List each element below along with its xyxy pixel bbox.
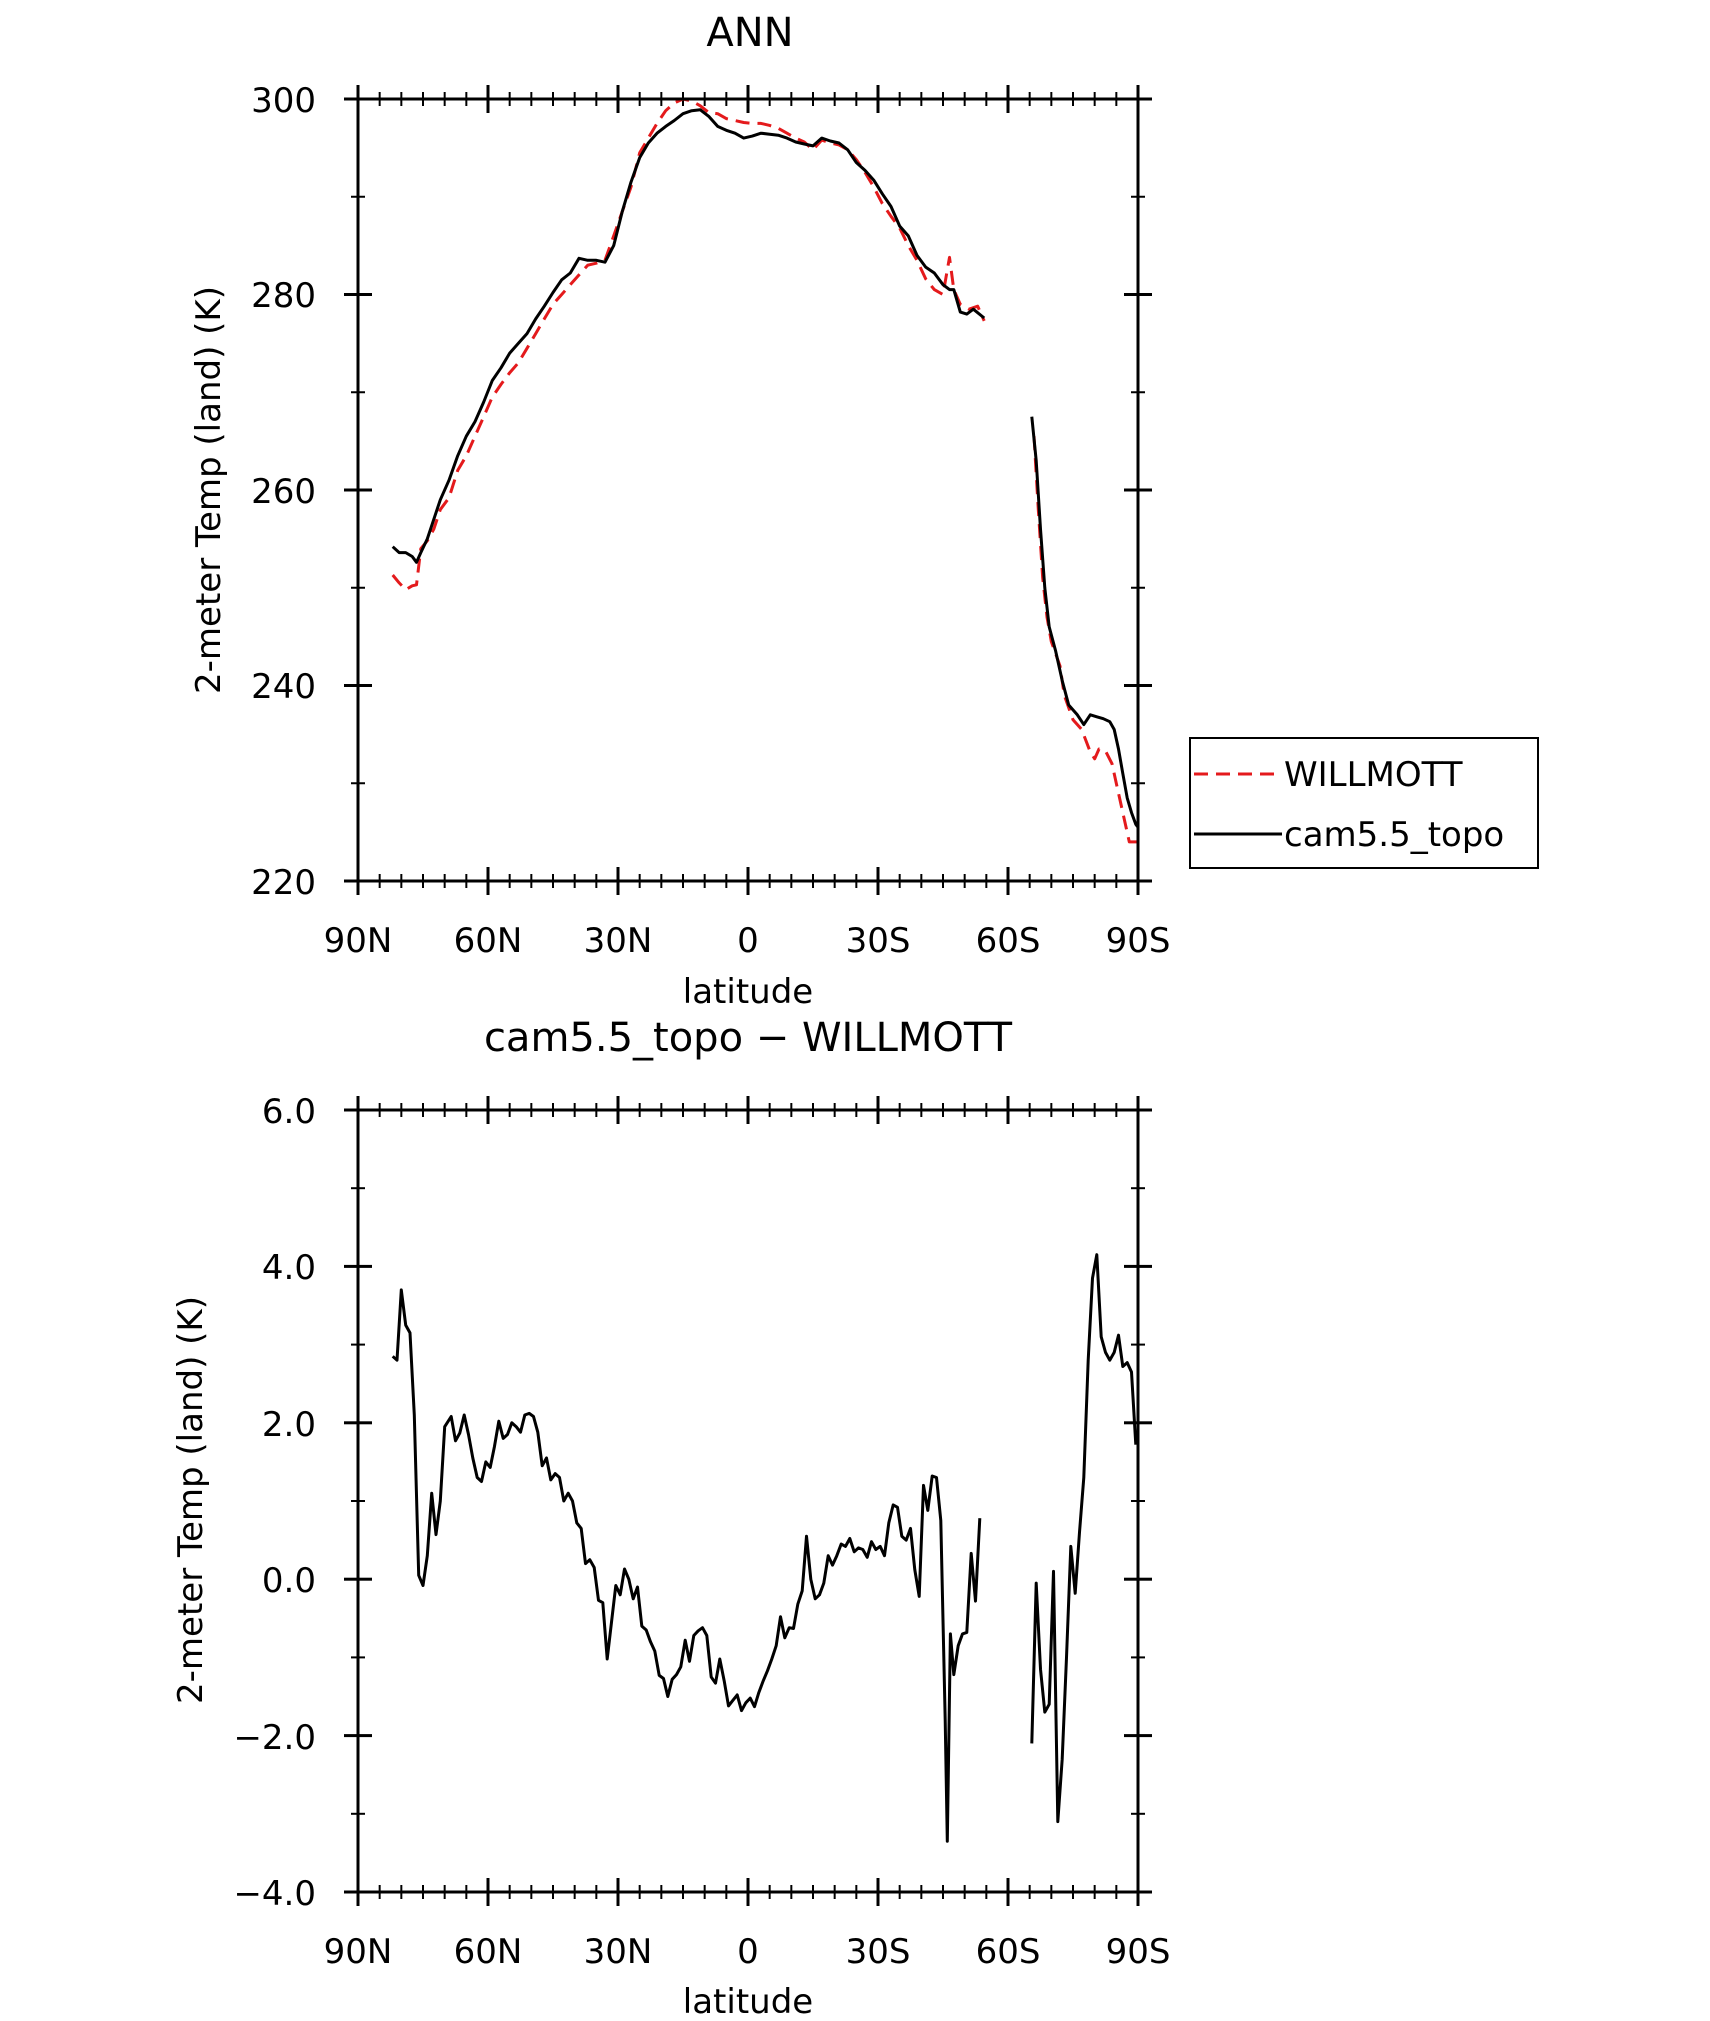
bottom-series-difference-line <box>1030 1253 1138 1824</box>
top-y-tick-label: 220 <box>251 863 316 903</box>
legend: WILLMOTT cam5.5_topo <box>1189 737 1539 869</box>
legend-label-willmott: WILLMOTT <box>1284 755 1463 795</box>
bottom-x-tick-label: 60N <box>454 1932 523 1972</box>
top-series-willmott-line <box>391 97 986 592</box>
top-x-tick-label: 60S <box>976 921 1041 961</box>
top-major-ticks <box>344 85 1152 895</box>
legend-box <box>1189 737 1539 869</box>
bottom-minor-ticks <box>351 1103 1145 1899</box>
top-plot-frame <box>356 97 1140 883</box>
top-y-tick-label: 260 <box>251 472 316 512</box>
bottom-chart-title: cam5.5_topo − WILLMOTT <box>484 1015 1013 1061</box>
bottom-x-tick-label: 90S <box>1106 1932 1171 1972</box>
top-series <box>391 97 1140 844</box>
top-x-tick-label: 30S <box>846 921 911 961</box>
top-y-axis-label: 2-meter Temp (land) (K) <box>189 286 229 694</box>
bottom-x-axis-label: latitude <box>683 1982 813 2021</box>
bottom-plot-frame <box>356 1108 1140 1894</box>
top-y-tick-label: 240 <box>251 667 316 707</box>
bottom-series <box>391 1253 1138 1843</box>
top-x-tick-label: 0 <box>737 921 759 961</box>
top-chart-title: ANN <box>706 10 793 56</box>
bottom-y-tick-label: 4.0 <box>262 1248 316 1288</box>
top-panel: ANN 300 280 260 240 220 90N 60N 30N 0 30… <box>189 10 1539 1012</box>
bottom-x-tick-label: 0 <box>737 1932 759 1972</box>
bottom-y-tick-label: 2.0 <box>262 1405 316 1445</box>
top-x-axis-label: latitude <box>683 972 813 1012</box>
bottom-y-tick-label: 0.0 <box>262 1561 316 1601</box>
top-x-tick-label: 60N <box>454 921 523 961</box>
bottom-series-difference-line <box>391 1288 982 1843</box>
top-minor-ticks <box>351 92 1145 888</box>
top-x-tick-label: 30N <box>584 921 653 961</box>
top-series-cam5-5-topo-line <box>1030 416 1140 829</box>
bottom-major-ticks <box>344 1096 1152 1906</box>
bottom-y-tick-label: −2.0 <box>233 1718 316 1758</box>
bottom-x-tick-label: 60S <box>976 1932 1041 1972</box>
top-y-tick-label: 280 <box>251 276 316 316</box>
top-series-cam5-5-topo-line <box>391 108 986 564</box>
bottom-panel: cam5.5_topo − WILLMOTT 6.0 4.0 2.0 0.0 −… <box>171 1015 1170 2021</box>
bottom-x-tick-label: 30S <box>846 1932 911 1972</box>
bottom-y-axis-label: 2-meter Temp (land) (K) <box>171 1296 211 1704</box>
bottom-y-tick-label: −4.0 <box>233 1874 316 1914</box>
top-y-tick-label: 300 <box>251 81 316 121</box>
top-x-tick-label: 90S <box>1106 921 1171 961</box>
top-series-willmott-line <box>1032 436 1138 844</box>
top-x-tick-label: 90N <box>324 921 393 961</box>
bottom-y-tick-label: 6.0 <box>262 1092 316 1132</box>
legend-label-cam5: cam5.5_topo <box>1284 815 1504 855</box>
bottom-x-tick-label: 90N <box>324 1932 393 1972</box>
bottom-x-tick-label: 30N <box>584 1932 653 1972</box>
